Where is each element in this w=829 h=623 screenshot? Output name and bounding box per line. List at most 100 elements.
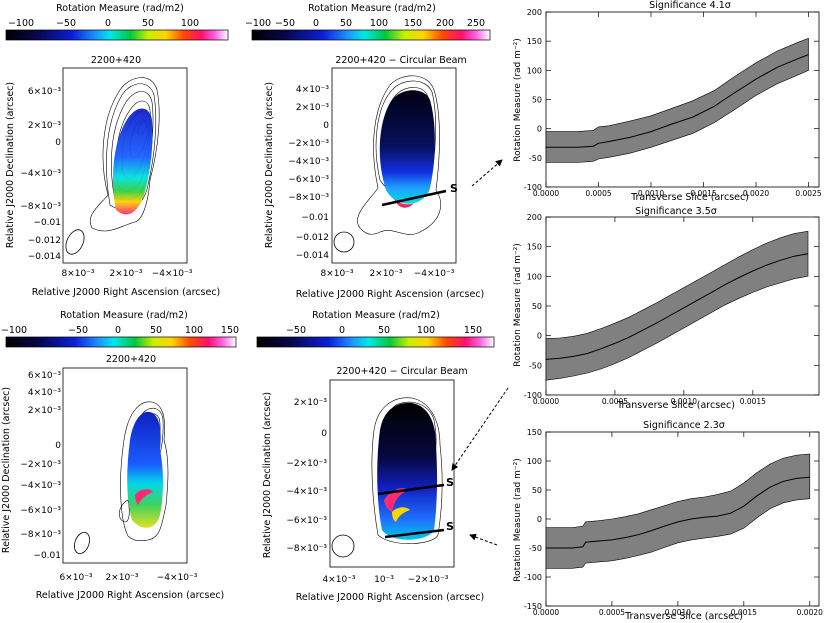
plot-title: Significance 3.5σ (635, 206, 717, 217)
map-top-left: Rotation Measure (rad/m2) −100 −50 0 50 … (5, 3, 229, 298)
x-tick-label: 0.0015 (690, 189, 716, 198)
x-ticks: 8×10⁻³ 2×10⁻³ −4×10⁻³ (320, 269, 454, 279)
x-ticks: 8×10⁻³ 2×10⁻³ −4×10⁻³ (61, 269, 192, 279)
slice-arrows (451, 159, 509, 546)
y-tick: −4×10⁻³ (20, 481, 61, 491)
map-title: 2200+420 (106, 354, 156, 365)
x-axis-label: Transverse Slice (arcsec) (616, 400, 735, 411)
y-tick: −0.012 (296, 233, 329, 243)
rm-profile-line (546, 54, 809, 148)
colorbar-tick: −100 (245, 18, 271, 29)
y-tick: −0.01 (33, 218, 61, 228)
y-axis-label: Relative J2000 Declination (arcsec) (264, 82, 275, 248)
colorbar-ticks-bl: −100 −50 0 50 100 150 (1, 325, 239, 336)
y-tick: −4×10⁻³ (20, 169, 61, 179)
y-tick: 6×10⁻³ (28, 371, 61, 381)
colorbar-label: Rotation Measure (rad/m2) (312, 310, 440, 321)
rm-uncertainty-band (545, 230, 809, 381)
x-tick: 2×10⁻³ (369, 269, 402, 279)
y-axis-label: Relative J2000 Declination (arcsec) (1, 387, 12, 553)
colorbar-tick: 100 (417, 325, 435, 336)
colorbar-tick: 150 (404, 18, 422, 29)
x-tick: 2×10⁻³ (109, 269, 142, 279)
x-tick-label: 0.0020 (797, 608, 823, 617)
beam-circle (331, 534, 355, 558)
colorbar-tick: 100 (181, 18, 199, 29)
arrow-to-lower-slice (469, 533, 498, 546)
y-tick: −8×10⁻³ (288, 193, 329, 203)
colorbar-tick: −50 (275, 18, 295, 29)
x-tick: −4×10⁻³ (414, 269, 455, 279)
x-tick: 6×10⁻³ (59, 573, 92, 583)
y-tick: 2×10⁻³ (296, 103, 329, 113)
colorbar-tick: −100 (8, 18, 34, 29)
colorbar-label: Rotation Measure (rad/m2) (60, 310, 188, 321)
colorbar-tick: 150 (221, 325, 239, 336)
y-axis-label: Rotation Measure (rad m⁻²) (513, 458, 523, 582)
tick-marks (545, 11, 819, 188)
x-tick-labels: 0.0000 0.0005 0.0010 0.0015 0.0020 (533, 608, 823, 617)
y-tick: 0 (321, 429, 327, 439)
x-ticks: 4×10⁻³ 10⁻³ −2×10⁻³ (322, 575, 448, 585)
x-tick-label: 0.0005 (599, 608, 625, 617)
slice-label: S (450, 182, 458, 195)
y-tick-label: 200 (527, 8, 542, 17)
y-axis-label: Rotation Measure (rad m⁻²) (513, 243, 523, 367)
slice-line-s-lower (384, 528, 445, 539)
y-tick-label: -100 (524, 183, 542, 192)
colorbar-tick: 0 (115, 325, 121, 336)
colorbar-ticks-tl: −100 −50 0 50 100 (8, 18, 199, 29)
y-tick: 0 (55, 441, 61, 451)
colorbar-ticks-tr: −100 −50 0 50 100 150 200 250 (245, 18, 485, 29)
x-tick: −4×10⁻³ (152, 269, 193, 279)
y-tick: 2×10⁻³ (28, 406, 61, 416)
x-axis-label: Relative J2000 Right Ascension (arcsec) (32, 287, 221, 298)
rm-map-hotspot (384, 488, 408, 512)
map-frame (331, 67, 457, 264)
y-tick: −2×10⁻³ (288, 139, 329, 149)
rm-map-hotspot (135, 489, 153, 505)
x-tick-label: 0.0000 (533, 608, 559, 617)
x-tick: 2×10⁻³ (105, 573, 138, 583)
x-axis-label: Transverse Slice (arcsec) (630, 192, 749, 203)
colorbar-tick: −50 (68, 325, 88, 336)
y-tick: −0.014 (28, 252, 62, 262)
x-tick: −2×10⁻³ (408, 575, 449, 585)
y-tick-label: 100 (527, 66, 542, 75)
colorbar-tick: 0 (313, 18, 319, 29)
colorbar-label: Rotation Measure (rad/m2) (308, 3, 436, 14)
x-tick-label: 0.0005 (585, 189, 611, 198)
y-tick: −0.012 (28, 236, 61, 246)
y-tick-label: 0 (537, 332, 542, 341)
y-axis-label: Relative J2000 Declination (arcsec) (262, 392, 273, 558)
x-tick-label: 0.0010 (638, 189, 664, 198)
map-title: 2200+420 (91, 55, 141, 66)
y-tick: 4×10⁻³ (296, 85, 329, 95)
y-tick: 6×10⁻³ (28, 87, 61, 97)
y-tick: 2×10⁻³ (28, 121, 61, 131)
y-ticks: 4×10⁻³ 2×10⁻³ 0 −2×10⁻³ −4×10⁻³ −6×10⁻³ … (288, 85, 329, 261)
map-bottom-right: Rotation Measure (rad/m2) −50 0 50 100 1… (256, 310, 495, 603)
rm-map-image (379, 90, 435, 204)
x-tick-label: 0.0010 (665, 608, 691, 617)
y-tick-label: 100 (527, 457, 542, 466)
colorbar-tick: −50 (56, 18, 76, 29)
y-ticks: 6×10⁻³ 4×10⁻³ 2×10⁻³ 0 −2×10⁻³ −4×10⁻³ −… (20, 371, 61, 561)
y-tick: −8×10⁻³ (286, 544, 327, 554)
y-tick-label: 50 (532, 302, 542, 311)
y-tick-label: 150 (527, 37, 542, 46)
y-tick: −0.01 (33, 551, 61, 561)
y-tick-labels: -100 -50 0 50 100 150 200 (524, 213, 542, 400)
colorbar-tick: 50 (378, 325, 390, 336)
colorbar-tick: 250 (467, 18, 485, 29)
y-tick: −0.01 (301, 213, 329, 223)
slice-label: S (446, 476, 454, 489)
colorbar (5, 336, 237, 348)
y-axis-label: Rotation Measure (rad m⁻²) (513, 38, 523, 162)
y-tick: −6×10⁻³ (20, 506, 61, 516)
x-tick-label: 0.0000 (533, 189, 559, 198)
y-tick: −2×10⁻³ (20, 460, 61, 470)
y-tick-label: 0 (537, 125, 542, 134)
x-tick: 8×10⁻³ (320, 269, 353, 279)
x-tick-label: 0.0005 (602, 397, 628, 406)
